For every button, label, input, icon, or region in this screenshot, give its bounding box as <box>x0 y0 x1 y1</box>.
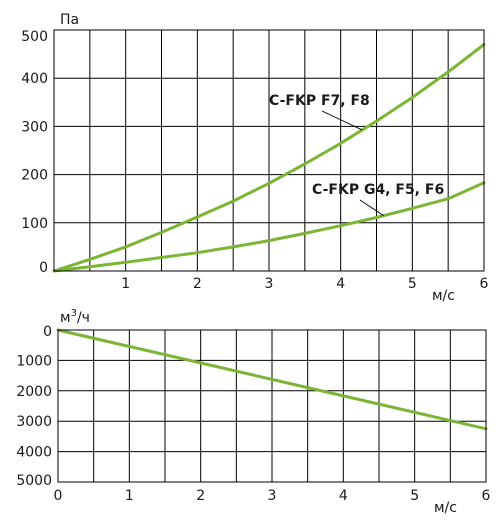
pressure-y-axis-label: Па <box>60 12 79 28</box>
y-tick-label: 300 <box>21 119 48 135</box>
x-tick-label: 3 <box>265 276 274 292</box>
x-tick-label: 0 <box>54 488 63 504</box>
y-tick-label: 1000 <box>16 353 52 369</box>
y-tick-label: 4000 <box>16 445 52 461</box>
series-line-1 <box>56 328 488 431</box>
pressure-tick-labels: 0 100 200 300 400 500 1 2 3 4 5 6 <box>21 29 488 292</box>
pressure-curves <box>52 43 486 273</box>
pressure-grid <box>54 30 484 271</box>
y-tick-label: 200 <box>21 168 48 184</box>
airflow-x-axis-label: м/с <box>434 500 457 516</box>
y-tick-label: 5000 <box>16 473 52 489</box>
x-tick-label: 4 <box>336 276 345 292</box>
series-label-f7-f8: C-FKP F7, F8 <box>269 93 370 109</box>
y-tick-label: 400 <box>21 71 48 87</box>
y-tick-label: 500 <box>21 29 48 45</box>
airflow-y-axis-label: м3/ч <box>60 308 90 326</box>
pressure-series-annotations: C-FKP F7, F8 C-FKP G4, F5, F6 <box>269 93 444 217</box>
y-tick-label: 2000 <box>16 384 52 400</box>
series-line-1 <box>52 43 486 273</box>
y-tick-label: 0 <box>43 324 52 340</box>
pressure-x-axis-label: м/с <box>432 288 455 304</box>
x-tick-label: 2 <box>193 276 202 292</box>
series-label-g4-f5-f6: C-FKP G4, F5, F6 <box>312 182 444 198</box>
x-tick-label: 3 <box>268 488 277 504</box>
airflow-y-axis-label-base: м <box>60 310 71 326</box>
airflow-plot-frame <box>57 329 487 483</box>
x-tick-label: 2 <box>196 488 205 504</box>
airflow-grid <box>58 330 486 482</box>
pressure-plot-frame <box>53 29 485 272</box>
x-tick-label: 5 <box>408 276 417 292</box>
x-tick-label: 4 <box>339 488 348 504</box>
airflow-curves <box>56 328 488 431</box>
x-tick-label: 1 <box>121 276 130 292</box>
series-leader-line-f7-f8 <box>321 110 363 131</box>
airflow-y-axis-label-tail: /ч <box>77 310 90 326</box>
x-tick-label: 6 <box>482 488 491 504</box>
series-leader-line-g4-f5-f6 <box>359 199 384 217</box>
y-tick-label: 3000 <box>16 414 52 430</box>
x-tick-label: 5 <box>410 488 419 504</box>
series-line-2 <box>52 181 486 273</box>
y-tick-label: 0 <box>39 260 48 276</box>
x-tick-label: 1 <box>125 488 134 504</box>
pressure-chart: 0 100 200 300 400 500 1 2 3 4 5 6 Па м/с C-FKP F7, … <box>21 12 488 304</box>
airflow-y-axis-label-exponent: 3 <box>71 308 77 319</box>
y-tick-label: 100 <box>21 216 48 232</box>
x-tick-label: 6 <box>480 276 489 292</box>
